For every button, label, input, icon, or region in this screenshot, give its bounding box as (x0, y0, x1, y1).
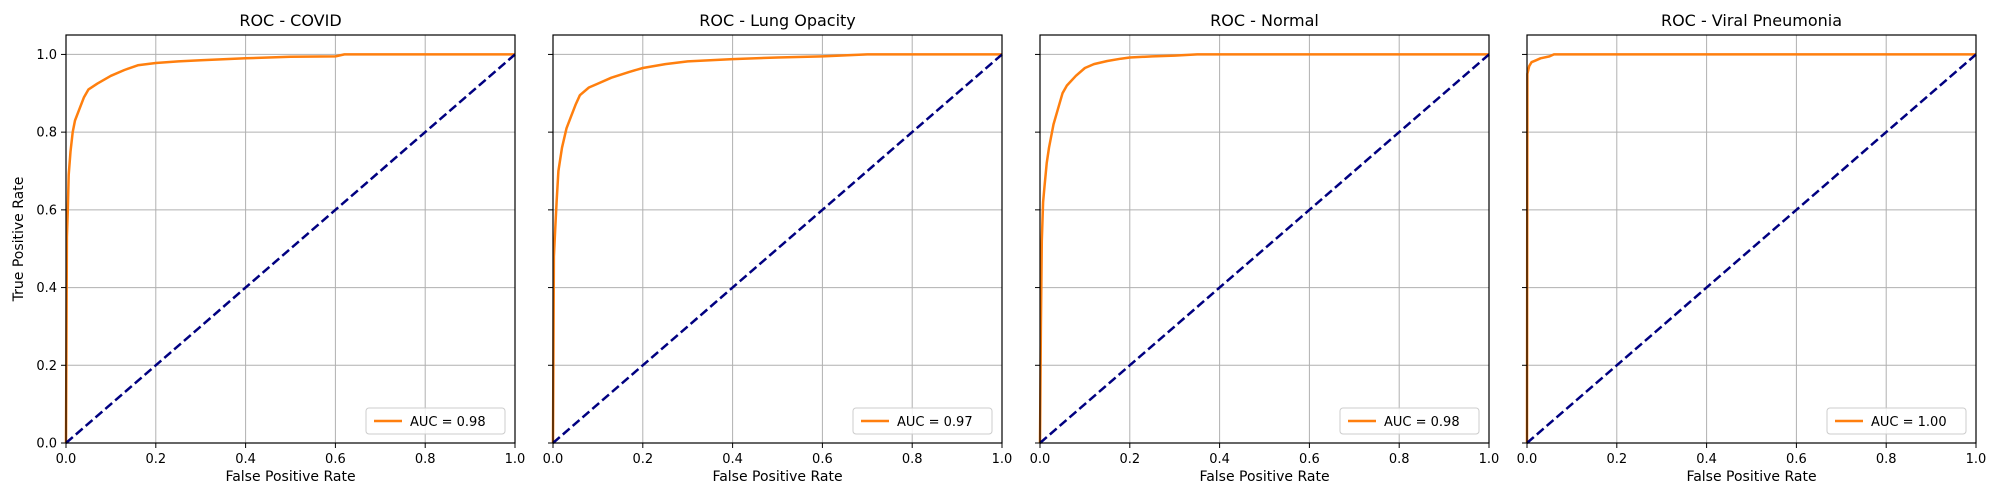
x-tick-label: 0.0 (543, 452, 564, 467)
x-axis-label: False Positive Rate (1199, 469, 1329, 485)
chance-diagonal-line (1039, 53, 1490, 444)
x-tick-label: 0.4 (1209, 452, 1230, 467)
x-tick-label: 0.8 (415, 452, 436, 467)
x-tick-label: 0.6 (325, 452, 346, 467)
legend-box (1826, 407, 1967, 435)
plot-frame (552, 34, 1003, 444)
legend: AUC = 0.97 (852, 407, 993, 435)
chance-diagonal-line (65, 53, 516, 444)
y-tick-label: 1.0 (36, 48, 57, 63)
y-axis-label: True Positive Rate (11, 177, 27, 303)
y-tick-label: 0.6 (36, 203, 57, 218)
roc-panel-3: 0.0 0.2 0.4 0.6 0.8 1.0 ROC - Normal False Posi… (1030, 11, 1500, 485)
legend: AUC = 0.98 (1339, 407, 1480, 435)
roc-curve-line (64, 53, 515, 444)
legend: AUC = 0.98 (365, 407, 506, 435)
x-tick-label: 1.0 (1479, 452, 1500, 467)
x-tick-label: 1.0 (992, 452, 1013, 467)
x-tick-label: 0.8 (1876, 452, 1897, 467)
x-tick-label: 0.6 (812, 452, 833, 467)
roc-panel-4: 0.0 0.2 0.4 0.6 0.8 1.0 ROC - Viral Pneumonia F… (1517, 11, 1987, 485)
x-tick-label: 0.2 (632, 452, 653, 467)
legend: AUC = 1.00 (1826, 407, 1967, 435)
y-tick-label: 0.4 (36, 281, 57, 296)
x-axis-label: False Positive Rate (1686, 469, 1816, 485)
x-tick-label: 1.0 (1966, 452, 1987, 467)
x-tick-label: 0.8 (1389, 452, 1410, 467)
y-tick-label: 0.8 (36, 126, 57, 141)
chance-diagonal-line (552, 53, 1003, 444)
y-tick-label: 0.0 (36, 437, 57, 452)
plot-frame (65, 34, 516, 444)
roc-curve-line (551, 53, 1002, 444)
x-axis-label: False Positive Rate (225, 469, 355, 485)
y-tick-label: 0.2 (36, 359, 57, 374)
x-axis-label: False Positive Rate (712, 469, 842, 485)
x-tick-label: 0.2 (1606, 452, 1627, 467)
chart-title: ROC - Lung Opacity (699, 11, 856, 30)
legend-label: AUC = 1.00 (1871, 415, 1947, 430)
x-tick-label: 0.0 (1030, 452, 1051, 467)
x-tick-label: 0.4 (235, 452, 256, 467)
x-tick-label: 0.2 (145, 452, 166, 467)
chart-title: ROC - COVID (239, 11, 341, 30)
roc-curve-line (1038, 53, 1489, 444)
chart-title: ROC - Normal (1210, 11, 1319, 30)
x-tick-label: 0.6 (1299, 452, 1320, 467)
x-tick-label: 1.0 (505, 452, 526, 467)
roc-panel-2: 0.0 0.2 0.4 0.6 0.8 1.0 ROC - Lung Opacity Fals… (543, 11, 1013, 485)
x-tick-label: 0.4 (1696, 452, 1717, 467)
roc-curve-line (1525, 53, 1976, 444)
chance-diagonal-line (1526, 53, 1977, 444)
x-tick-label: 0.6 (1786, 452, 1807, 467)
legend-label: AUC = 0.98 (410, 415, 486, 430)
x-tick-label: 0.0 (56, 452, 77, 467)
legend-label: AUC = 0.97 (897, 415, 973, 430)
plot-frame (1039, 34, 1490, 444)
legend-box (1339, 407, 1480, 435)
x-tick-label: 0.0 (1517, 452, 1538, 467)
chart-title: ROC - Viral Pneumonia (1661, 11, 1842, 30)
x-tick-label: 0.8 (902, 452, 923, 467)
x-tick-label: 0.4 (722, 452, 743, 467)
plot-frame (1526, 34, 1977, 444)
legend-box (365, 407, 506, 435)
legend-label: AUC = 0.98 (1384, 415, 1460, 430)
roc-panel-1: 0.0 0.2 0.4 0.6 0.8 1.0 0.0 0.2 0.4 0.6 0.8 1.0 ROC … (36, 11, 525, 485)
x-tick-label: 0.2 (1119, 452, 1140, 467)
legend-box (852, 407, 993, 435)
